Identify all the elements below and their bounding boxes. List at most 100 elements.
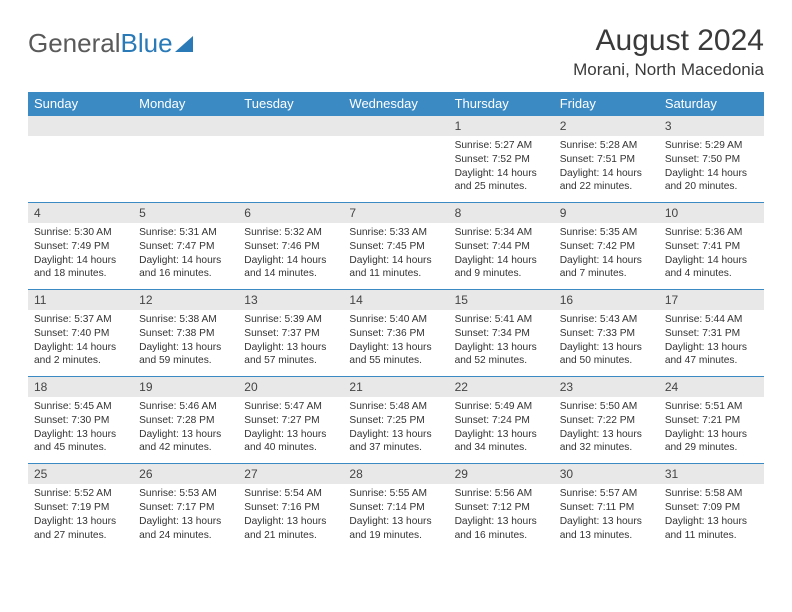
sunset-line: Sunset: 7:51 PM <box>560 153 653 167</box>
sunrise-line: Sunrise: 5:48 AM <box>349 400 442 414</box>
sunset-line: Sunset: 7:22 PM <box>560 414 653 428</box>
sunrise-line: Sunrise: 5:40 AM <box>349 313 442 327</box>
day-number-cell <box>133 116 238 137</box>
day-number-cell: 23 <box>554 377 659 398</box>
day-details-cell: Sunrise: 5:41 AMSunset: 7:34 PMDaylight:… <box>449 310 554 377</box>
day-details-cell: Sunrise: 5:30 AMSunset: 7:49 PMDaylight:… <box>28 223 133 290</box>
day-number-cell <box>343 116 448 137</box>
day-number-cell: 16 <box>554 290 659 311</box>
day-number-cell: 11 <box>28 290 133 311</box>
day-number-cell: 12 <box>133 290 238 311</box>
day-number-cell: 30 <box>554 464 659 485</box>
sunset-line: Sunset: 7:46 PM <box>244 240 337 254</box>
day-number-row: 11121314151617 <box>28 290 764 311</box>
day-details-cell: Sunrise: 5:28 AMSunset: 7:51 PMDaylight:… <box>554 136 659 203</box>
daylight-line: Daylight: 13 hours and 52 minutes. <box>455 341 548 369</box>
day-details-cell: Sunrise: 5:36 AMSunset: 7:41 PMDaylight:… <box>659 223 764 290</box>
day-number-cell: 19 <box>133 377 238 398</box>
daylight-line: Daylight: 13 hours and 57 minutes. <box>244 341 337 369</box>
weekday-header: Monday <box>133 92 238 116</box>
day-details-cell: Sunrise: 5:51 AMSunset: 7:21 PMDaylight:… <box>659 397 764 464</box>
sunset-line: Sunset: 7:31 PM <box>665 327 758 341</box>
daylight-line: Daylight: 14 hours and 16 minutes. <box>139 254 232 282</box>
title-block: August 2024 Morani, North Macedonia <box>573 24 764 80</box>
day-number-cell: 9 <box>554 203 659 224</box>
day-number-cell <box>28 116 133 137</box>
daylight-line: Daylight: 14 hours and 2 minutes. <box>34 341 127 369</box>
sunset-line: Sunset: 7:42 PM <box>560 240 653 254</box>
sunrise-line: Sunrise: 5:38 AM <box>139 313 232 327</box>
day-details-cell: Sunrise: 5:45 AMSunset: 7:30 PMDaylight:… <box>28 397 133 464</box>
daylight-line: Daylight: 13 hours and 40 minutes. <box>244 428 337 456</box>
sunset-line: Sunset: 7:19 PM <box>34 501 127 515</box>
sunrise-line: Sunrise: 5:37 AM <box>34 313 127 327</box>
daylight-line: Daylight: 14 hours and 4 minutes. <box>665 254 758 282</box>
day-details-cell: Sunrise: 5:29 AMSunset: 7:50 PMDaylight:… <box>659 136 764 203</box>
day-details-cell: Sunrise: 5:33 AMSunset: 7:45 PMDaylight:… <box>343 223 448 290</box>
day-number-cell: 28 <box>343 464 448 485</box>
sunrise-line: Sunrise: 5:44 AM <box>665 313 758 327</box>
daylight-line: Daylight: 13 hours and 50 minutes. <box>560 341 653 369</box>
day-number-cell: 20 <box>238 377 343 398</box>
day-details-cell: Sunrise: 5:46 AMSunset: 7:28 PMDaylight:… <box>133 397 238 464</box>
daylight-line: Daylight: 14 hours and 22 minutes. <box>560 167 653 195</box>
sunrise-line: Sunrise: 5:32 AM <box>244 226 337 240</box>
weekday-header: Friday <box>554 92 659 116</box>
daylight-line: Daylight: 13 hours and 55 minutes. <box>349 341 442 369</box>
day-number-cell: 4 <box>28 203 133 224</box>
day-details-cell: Sunrise: 5:53 AMSunset: 7:17 PMDaylight:… <box>133 484 238 550</box>
day-details-row: Sunrise: 5:27 AMSunset: 7:52 PMDaylight:… <box>28 136 764 203</box>
sunrise-line: Sunrise: 5:29 AM <box>665 139 758 153</box>
day-number-cell: 8 <box>449 203 554 224</box>
month-title: August 2024 <box>573 24 764 58</box>
day-number-row: 123 <box>28 116 764 137</box>
day-details-cell: Sunrise: 5:55 AMSunset: 7:14 PMDaylight:… <box>343 484 448 550</box>
sunrise-line: Sunrise: 5:47 AM <box>244 400 337 414</box>
daylight-line: Daylight: 13 hours and 37 minutes. <box>349 428 442 456</box>
day-details-cell: Sunrise: 5:27 AMSunset: 7:52 PMDaylight:… <box>449 136 554 203</box>
daylight-line: Daylight: 13 hours and 29 minutes. <box>665 428 758 456</box>
sunset-line: Sunset: 7:40 PM <box>34 327 127 341</box>
sunrise-line: Sunrise: 5:35 AM <box>560 226 653 240</box>
sunrise-line: Sunrise: 5:52 AM <box>34 487 127 501</box>
sunset-line: Sunset: 7:09 PM <box>665 501 758 515</box>
sunset-line: Sunset: 7:14 PM <box>349 501 442 515</box>
daylight-line: Daylight: 13 hours and 13 minutes. <box>560 515 653 543</box>
day-details-cell: Sunrise: 5:32 AMSunset: 7:46 PMDaylight:… <box>238 223 343 290</box>
daylight-line: Daylight: 13 hours and 11 minutes. <box>665 515 758 543</box>
sunrise-line: Sunrise: 5:30 AM <box>34 226 127 240</box>
day-details-cell: Sunrise: 5:49 AMSunset: 7:24 PMDaylight:… <box>449 397 554 464</box>
sunset-line: Sunset: 7:12 PM <box>455 501 548 515</box>
weekday-header: Sunday <box>28 92 133 116</box>
sunset-line: Sunset: 7:30 PM <box>34 414 127 428</box>
calendar-table: SundayMondayTuesdayWednesdayThursdayFrid… <box>28 92 764 550</box>
day-details-row: Sunrise: 5:37 AMSunset: 7:40 PMDaylight:… <box>28 310 764 377</box>
sunset-line: Sunset: 7:47 PM <box>139 240 232 254</box>
daylight-line: Daylight: 13 hours and 16 minutes. <box>455 515 548 543</box>
daylight-line: Daylight: 14 hours and 11 minutes. <box>349 254 442 282</box>
sunset-line: Sunset: 7:49 PM <box>34 240 127 254</box>
sunset-line: Sunset: 7:16 PM <box>244 501 337 515</box>
sunset-line: Sunset: 7:24 PM <box>455 414 548 428</box>
weekday-header: Tuesday <box>238 92 343 116</box>
day-number-cell: 22 <box>449 377 554 398</box>
daylight-line: Daylight: 14 hours and 9 minutes. <box>455 254 548 282</box>
day-details-cell <box>28 136 133 203</box>
sunset-line: Sunset: 7:11 PM <box>560 501 653 515</box>
day-number-cell: 25 <box>28 464 133 485</box>
sunrise-line: Sunrise: 5:46 AM <box>139 400 232 414</box>
day-details-cell: Sunrise: 5:34 AMSunset: 7:44 PMDaylight:… <box>449 223 554 290</box>
logo-text-general: General <box>28 28 121 59</box>
day-details-cell <box>343 136 448 203</box>
day-number-cell: 29 <box>449 464 554 485</box>
sunrise-line: Sunrise: 5:50 AM <box>560 400 653 414</box>
weekday-header: Saturday <box>659 92 764 116</box>
sunrise-line: Sunrise: 5:41 AM <box>455 313 548 327</box>
daylight-line: Daylight: 13 hours and 59 minutes. <box>139 341 232 369</box>
day-number-cell: 24 <box>659 377 764 398</box>
day-details-cell: Sunrise: 5:37 AMSunset: 7:40 PMDaylight:… <box>28 310 133 377</box>
daylight-line: Daylight: 14 hours and 18 minutes. <box>34 254 127 282</box>
sunset-line: Sunset: 7:33 PM <box>560 327 653 341</box>
sunrise-line: Sunrise: 5:33 AM <box>349 226 442 240</box>
day-number-cell: 5 <box>133 203 238 224</box>
